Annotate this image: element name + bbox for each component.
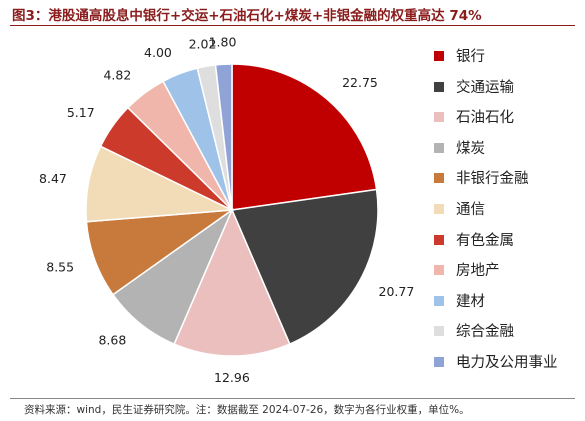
- legend-item-1: 银行: [434, 44, 584, 75]
- legend-label: 石油石化: [456, 110, 514, 127]
- legend-swatch: [434, 265, 444, 276]
- pie-slice-11: [214, 63, 233, 211]
- data-label-6: 8.47: [39, 171, 67, 186]
- legend-swatch: [434, 173, 444, 184]
- data-label-10: 2.02: [189, 37, 217, 52]
- legend-item-8: 房地产: [434, 258, 584, 289]
- pie-slice-3: [173, 208, 291, 357]
- legend-item-5: 非银行金融: [434, 166, 584, 197]
- legend-item-2: 交通运输: [434, 75, 584, 106]
- legend-swatch: [434, 203, 444, 214]
- legend-item-7: 有色金属: [434, 228, 584, 259]
- source-rule: [10, 398, 575, 399]
- legend-label: 非银行金融: [456, 171, 529, 188]
- legend-item-4: 煤炭: [434, 136, 584, 167]
- legend-swatch: [434, 326, 444, 337]
- legend-label: 建材: [456, 293, 485, 310]
- chart-title: 图3：港股通高股息中银行+交运+石油石化+煤炭+非银金融的权重高达 74%: [12, 8, 482, 24]
- data-label-7: 5.17: [67, 105, 95, 120]
- legend-swatch: [434, 51, 444, 61]
- data-label-8: 4.82: [103, 68, 131, 83]
- legend-label: 电力及公用事业: [456, 354, 558, 371]
- legend-label: 通信: [456, 201, 485, 218]
- data-label-3: 12.96: [214, 370, 250, 385]
- data-label-9: 4.00: [144, 45, 172, 60]
- legend-label: 房地产: [456, 263, 500, 280]
- legend-label: 综合金融: [456, 324, 514, 341]
- pie-slice-1: [231, 63, 378, 211]
- source-note: 资料来源：wind，民生证券研究院。注：数据截至 2024-07-26，数字为各…: [24, 404, 470, 416]
- legend-label: 有色金属: [456, 232, 514, 249]
- data-label-4: 8.68: [98, 333, 126, 348]
- data-label-1: 22.75: [342, 75, 378, 90]
- legend-label: 煤炭: [456, 140, 485, 157]
- legend-item-6: 通信: [434, 197, 584, 228]
- legend: 银行交通运输石油石化煤炭非银行金融通信有色金属房地产建材综合金融电力及公用事业: [434, 44, 584, 381]
- legend-swatch: [434, 81, 444, 92]
- data-label-11: 1.80: [209, 34, 237, 49]
- legend-swatch: [434, 356, 444, 367]
- data-label-2: 20.77: [379, 284, 415, 299]
- legend-label: 交通运输: [456, 79, 514, 96]
- title-rule: [10, 25, 575, 26]
- data-label-5: 8.55: [46, 260, 74, 275]
- legend-swatch: [434, 234, 444, 245]
- legend-item-10: 综合金融: [434, 319, 584, 350]
- legend-swatch: [434, 295, 444, 306]
- legend-item-3: 石油石化: [434, 105, 584, 136]
- legend-label: 银行: [456, 49, 485, 65]
- legend-swatch: [434, 142, 444, 153]
- pie-chart: 22.75 20.77 12.96 8.68 8.55 8.47 5.17 4.82 4.00 2…: [39, 34, 415, 385]
- legend-swatch: [434, 112, 444, 123]
- legend-item-9: 建材: [434, 289, 584, 320]
- legend-item-11: 电力及公用事业: [434, 350, 584, 381]
- pie-slice-2: [230, 188, 379, 346]
